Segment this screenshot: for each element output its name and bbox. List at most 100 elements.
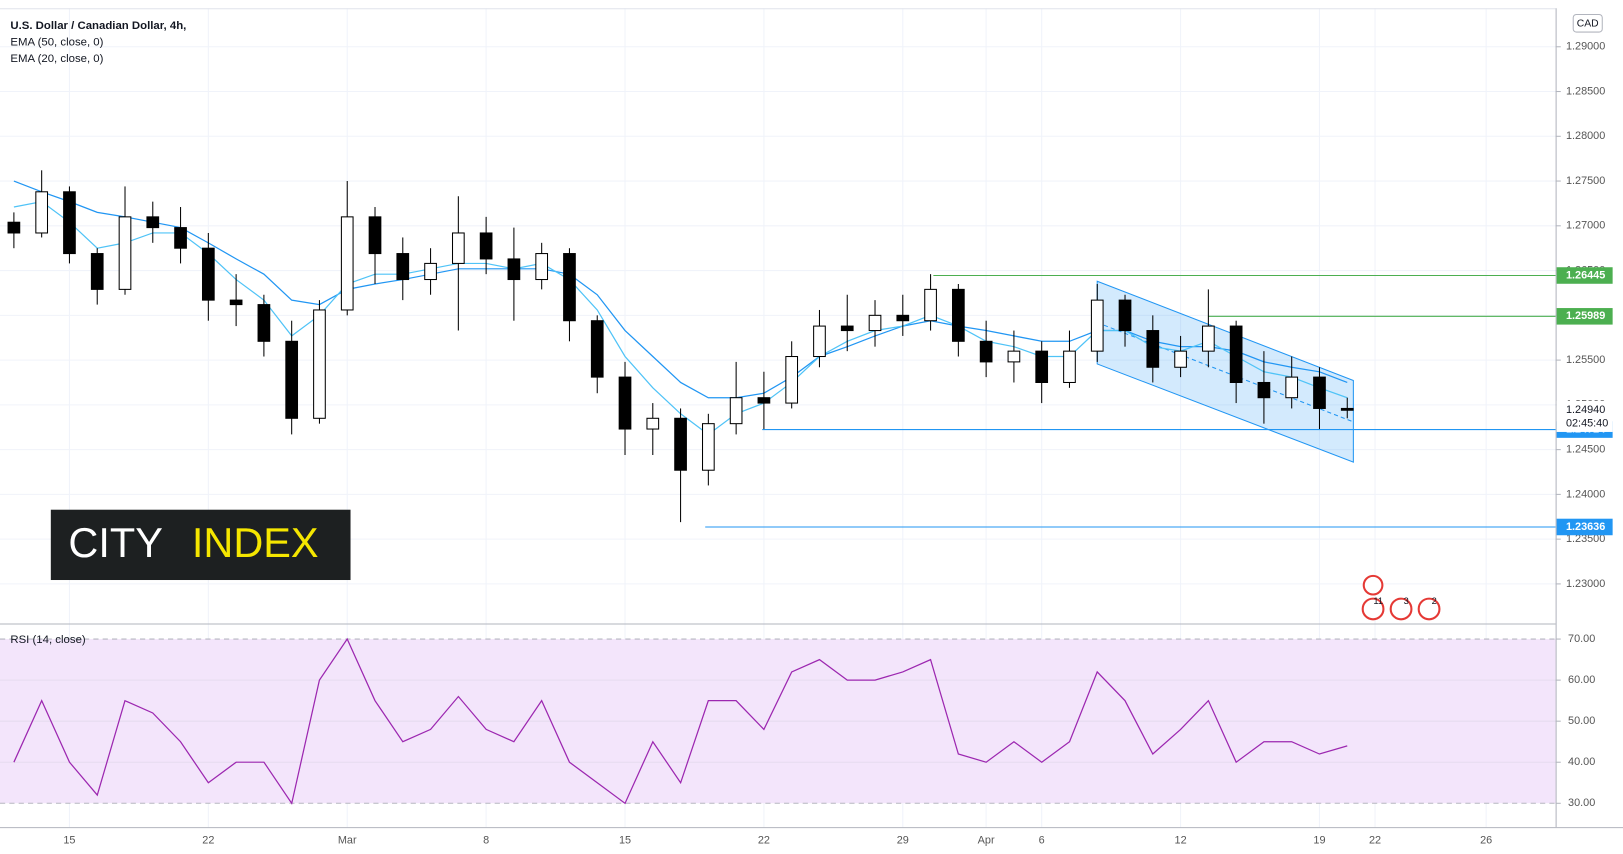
candle-body bbox=[674, 417, 687, 471]
candle-body bbox=[1063, 350, 1076, 383]
plot bbox=[7, 170, 1556, 805]
candle-body bbox=[535, 253, 549, 281]
last-price-bg bbox=[1556, 400, 1613, 432]
candle-body bbox=[479, 232, 493, 260]
y-tick-label: 70.00 bbox=[1568, 633, 1595, 645]
event-icon[interactable] bbox=[1362, 574, 1384, 596]
candle-body bbox=[618, 376, 632, 430]
candle-body bbox=[1257, 381, 1271, 399]
y-tick-label: 40.00 bbox=[1568, 756, 1595, 768]
event-icon bbox=[1361, 597, 1385, 621]
candle-body bbox=[1285, 376, 1299, 399]
y-tick-label: 1.23000 bbox=[1566, 578, 1605, 590]
candle-body bbox=[146, 216, 160, 229]
legend-entry: EMA (50, close, 0) bbox=[10, 36, 103, 48]
currency-badge[interactable] bbox=[1572, 13, 1603, 33]
candle-body bbox=[1340, 407, 1354, 411]
candle-body bbox=[1313, 376, 1326, 409]
candle-body bbox=[90, 253, 104, 290]
y-tick-label: 1.25500 bbox=[1566, 354, 1605, 366]
candle-body bbox=[701, 423, 715, 471]
event-count: 3 bbox=[1404, 596, 1409, 606]
x-tick-label: 22 bbox=[1369, 834, 1381, 846]
logo-word: INDEX bbox=[192, 520, 319, 566]
candle-body bbox=[1174, 350, 1187, 368]
level-label: 1.23636 bbox=[1566, 521, 1605, 533]
candle-body bbox=[1202, 325, 1215, 352]
candle-body bbox=[285, 340, 299, 419]
y-tick-label: 1.24000 bbox=[1566, 488, 1605, 500]
candle-body bbox=[507, 258, 521, 281]
x-tick-label: 22 bbox=[758, 834, 770, 846]
candle-body bbox=[563, 253, 576, 322]
event-count: 11 bbox=[1373, 596, 1383, 606]
candle-body bbox=[840, 325, 854, 332]
candle-body bbox=[590, 320, 604, 378]
y-tick-label: 1.24500 bbox=[1566, 444, 1605, 456]
y-tick-label: 60.00 bbox=[1568, 674, 1595, 686]
candle-body bbox=[896, 314, 910, 322]
x-tick-label: 8 bbox=[483, 834, 489, 846]
currency-label: CAD bbox=[1577, 19, 1599, 30]
candle-body bbox=[757, 397, 771, 404]
candle-body bbox=[63, 191, 76, 255]
legend-entry: EMA (20, close, 0) bbox=[10, 53, 103, 65]
candle-body bbox=[1118, 299, 1132, 332]
countdown: 02:45:40 bbox=[1566, 418, 1608, 430]
candle-body bbox=[1007, 350, 1021, 363]
x-tick-label: 15 bbox=[619, 834, 631, 846]
candle-body bbox=[313, 309, 326, 419]
x-tick-label: 12 bbox=[1175, 834, 1187, 846]
x-tick-label: Apr bbox=[978, 834, 995, 846]
y-tick-label: 50.00 bbox=[1568, 715, 1595, 727]
logo-box bbox=[50, 509, 351, 581]
y-tick-label: 1.23500 bbox=[1566, 533, 1605, 545]
events: 11 3 2 bbox=[1361, 596, 1441, 621]
y-tick-label: 1.28500 bbox=[1566, 85, 1605, 97]
candle-body bbox=[785, 356, 799, 404]
candle-body bbox=[924, 288, 937, 322]
rsi-line bbox=[13, 637, 1348, 805]
y-tick-label: 1.29000 bbox=[1566, 41, 1605, 53]
level-label-bg bbox=[1556, 267, 1613, 284]
level-label: 1.26445 bbox=[1566, 269, 1605, 281]
event-count: 2 bbox=[1432, 596, 1437, 606]
candle-body bbox=[257, 304, 271, 342]
candle-body bbox=[952, 288, 965, 342]
event-icon bbox=[1389, 597, 1413, 621]
candle-body bbox=[118, 216, 132, 290]
symbol-title: U.S. Dollar / Canadian Dollar, 4h, bbox=[10, 20, 186, 32]
candle-body bbox=[1035, 350, 1049, 383]
candle-body bbox=[368, 216, 382, 255]
y-tick-label: 1.28000 bbox=[1566, 130, 1605, 142]
candle-body bbox=[340, 216, 354, 311]
level-label-bg bbox=[1556, 308, 1613, 325]
grid bbox=[0, 8, 1556, 828]
candle-body bbox=[451, 232, 465, 264]
candle-body bbox=[1229, 325, 1243, 383]
candle-body bbox=[424, 262, 437, 281]
candle-body bbox=[868, 314, 882, 332]
x-tick-label: 26 bbox=[1480, 834, 1492, 846]
candle-body bbox=[729, 397, 743, 425]
candle-body bbox=[229, 299, 243, 306]
last-price-label: 1.24940 bbox=[1566, 404, 1605, 416]
y-tick-label: 1.27500 bbox=[1566, 175, 1605, 187]
candle-body bbox=[7, 221, 21, 234]
candle-body bbox=[1146, 330, 1160, 368]
x-tick-label: Mar bbox=[338, 834, 357, 846]
x-tick-label: 22 bbox=[202, 834, 214, 846]
candle-body bbox=[646, 417, 660, 430]
event-icon bbox=[1417, 597, 1441, 621]
y-tick-label: 30.00 bbox=[1568, 797, 1595, 809]
x-tick-label: 29 bbox=[897, 834, 909, 846]
candle-body bbox=[396, 253, 410, 281]
candle-body bbox=[1090, 299, 1104, 352]
x-tick-label: 6 bbox=[1039, 834, 1045, 846]
level-label: 1.25989 bbox=[1566, 310, 1605, 322]
candle-body bbox=[35, 191, 49, 234]
x-tick-label: 15 bbox=[63, 834, 75, 846]
x-tick-label: 19 bbox=[1313, 834, 1325, 846]
